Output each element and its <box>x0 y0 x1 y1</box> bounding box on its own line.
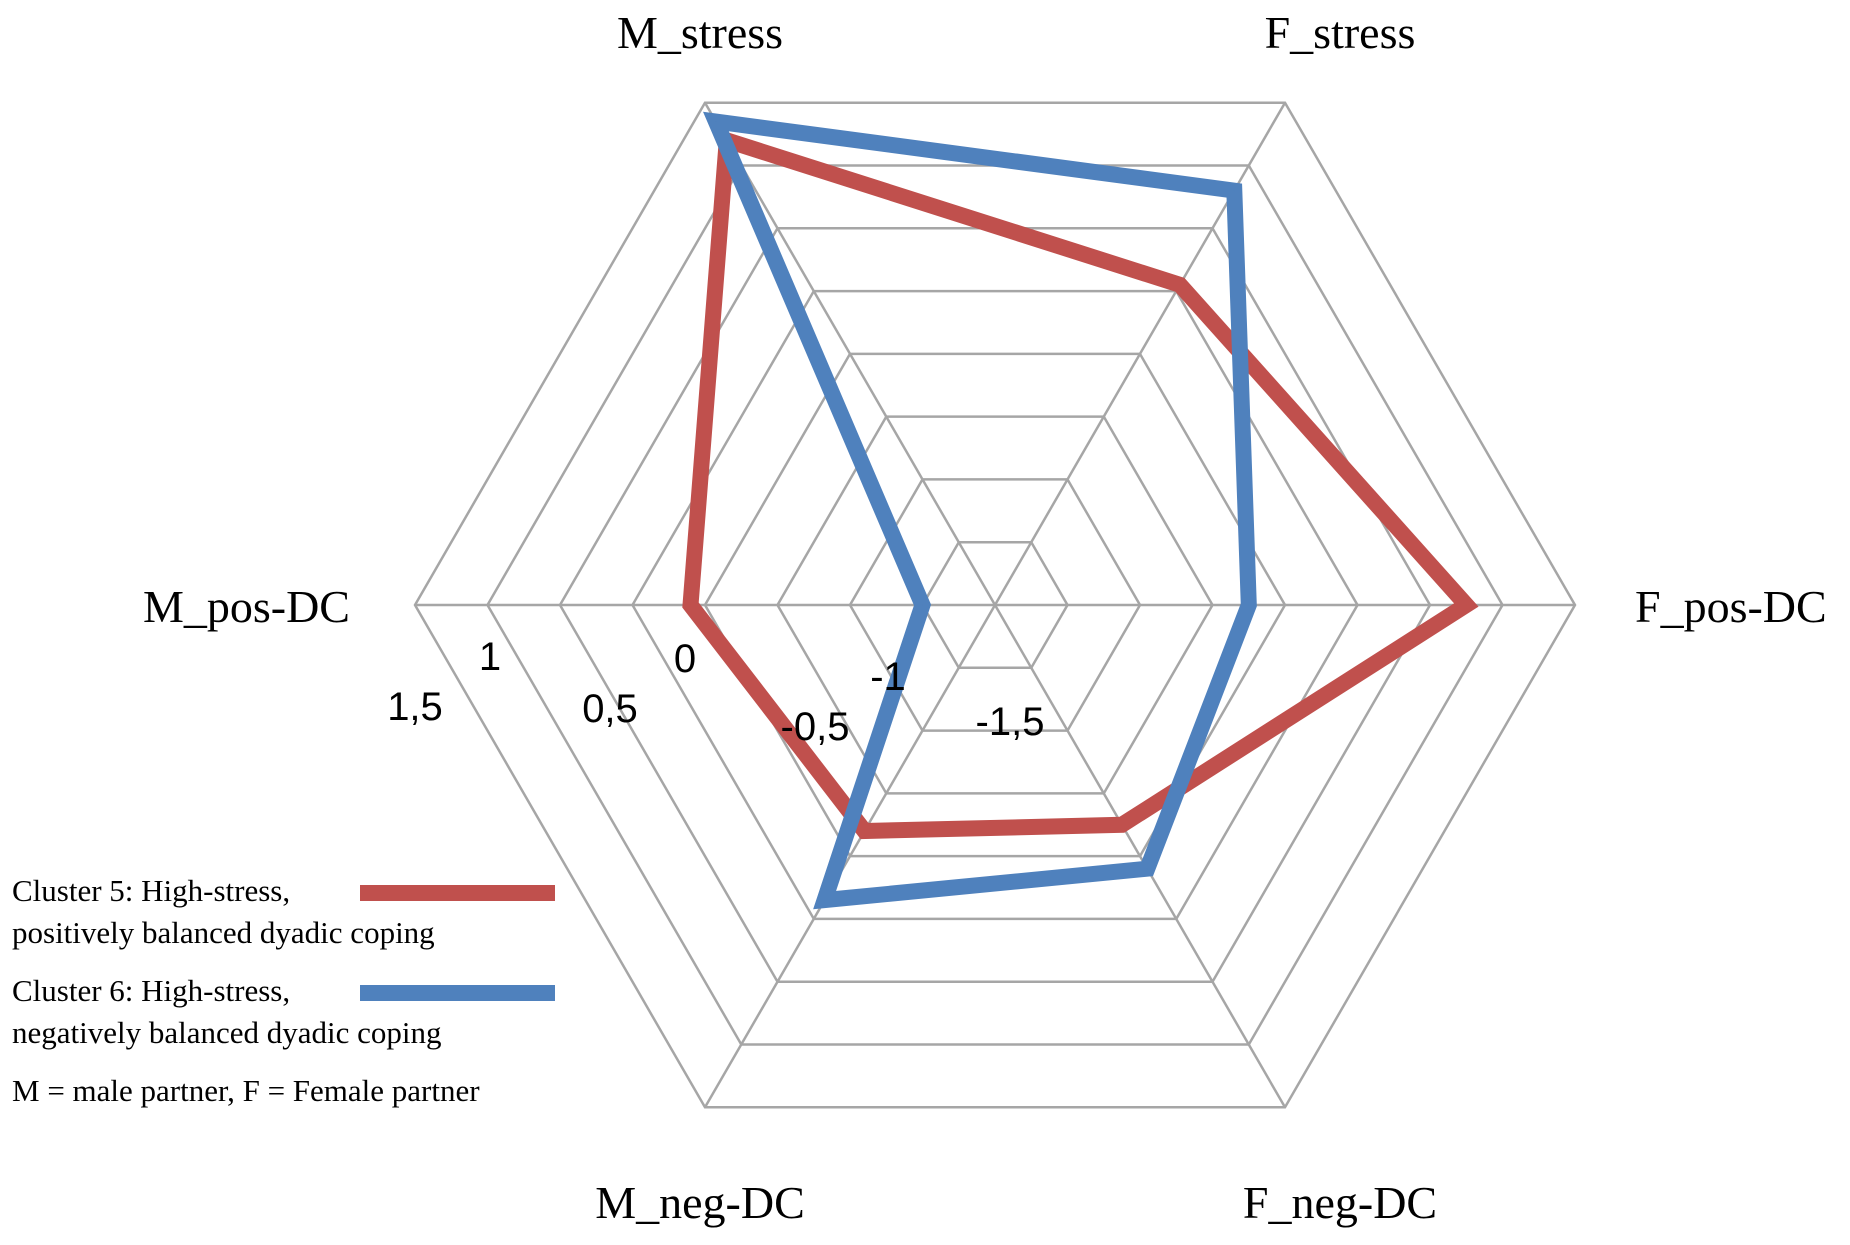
data-point <box>1233 190 1235 192</box>
legend: Cluster 5: High-stress, positively balan… <box>12 870 572 1112</box>
data-point <box>824 899 826 901</box>
tick-labels: -1,5 -1 -0,5 0 0,5 1 1,5 <box>387 635 1044 749</box>
data-point <box>715 121 717 122</box>
data-point <box>1121 824 1123 826</box>
legend-label-line2: negatively balanced dyadic coping <box>12 1015 442 1050</box>
data-point <box>1465 604 1467 606</box>
tick-label: -0,5 <box>781 705 850 749</box>
tick-label: 1,5 <box>387 685 443 729</box>
legend-item-cluster-5: Cluster 5: High-stress, positively balan… <box>12 870 572 954</box>
tick-label: -1 <box>870 655 906 699</box>
axis-label-m-stress: M_stress <box>617 7 783 58</box>
axis-label-f-neg-dc: F_neg-DC <box>1243 1177 1437 1228</box>
axis-label-m-neg-dc: M_neg-DC <box>595 1177 805 1228</box>
data-point <box>1248 604 1250 606</box>
grid <box>413 101 1577 1109</box>
tick-label: 0 <box>674 637 696 681</box>
data-point <box>922 604 923 606</box>
legend-note: M = male partner, F = Female partner <box>12 1073 480 1108</box>
axis-label-m-pos-dc: M_pos-DC <box>143 581 350 632</box>
tick-label: 0,5 <box>582 687 638 731</box>
axis-label-f-stress: F_stress <box>1265 7 1416 58</box>
grid-spoke <box>703 102 997 606</box>
grid-spoke <box>703 604 997 1108</box>
series-line-cluster-6 <box>703 111 1257 910</box>
tick-label: -1,5 <box>976 700 1045 744</box>
tick-label: 1 <box>479 635 501 679</box>
axis-label-f-pos-dc: F_pos-DC <box>1635 581 1827 632</box>
legend-swatch-cluster-6 <box>360 985 555 1001</box>
legend-label-line1: Cluster 5: High-stress, <box>12 873 291 908</box>
data-point <box>1179 284 1181 286</box>
legend-swatch-cluster-5 <box>360 885 555 901</box>
data-point <box>864 830 865 832</box>
axis-labels: M_stress F_stress F_pos-DC F_neg-DC M_neg-DC… <box>143 7 1827 1228</box>
grid-spoke <box>993 604 1287 1108</box>
legend-item-cluster-6: Cluster 6: High-stress, negatively balan… <box>12 970 572 1054</box>
series-layer <box>682 111 1479 910</box>
legend-label-line2: positively balanced dyadic coping <box>12 915 435 950</box>
data-point <box>690 604 691 606</box>
legend-label-line1: Cluster 6: High-stress, <box>12 973 291 1008</box>
data-point <box>1146 868 1148 870</box>
